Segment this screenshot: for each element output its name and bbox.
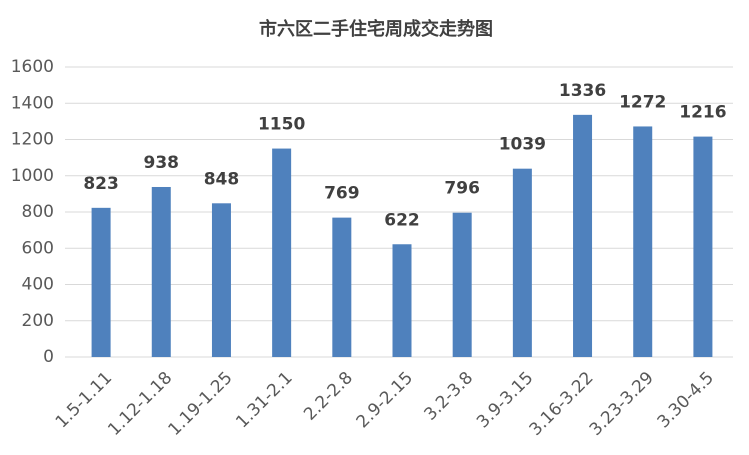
y-tick-label: 200 bbox=[22, 311, 54, 331]
value-label: 848 bbox=[204, 169, 240, 189]
bar bbox=[332, 217, 352, 357]
y-tick-label: 600 bbox=[22, 238, 54, 258]
value-label: 622 bbox=[384, 210, 420, 230]
bar bbox=[573, 114, 593, 357]
bar bbox=[693, 136, 713, 357]
y-tick-label: 1000 bbox=[11, 166, 54, 186]
value-label: 823 bbox=[83, 174, 119, 194]
y-tick-label: 0 bbox=[43, 347, 54, 367]
chart-title: 市六区二手住宅周成交走势图 bbox=[259, 18, 493, 40]
value-label: 1272 bbox=[619, 92, 666, 112]
value-label: 769 bbox=[324, 184, 360, 204]
bar bbox=[633, 126, 653, 357]
value-label: 1039 bbox=[499, 135, 546, 155]
value-label: 1150 bbox=[258, 115, 305, 135]
bar bbox=[151, 186, 171, 357]
y-tick-label: 1400 bbox=[11, 93, 54, 113]
y-tick-label: 1200 bbox=[11, 130, 54, 150]
bar bbox=[91, 207, 111, 357]
bar bbox=[272, 148, 292, 357]
y-tick-label: 400 bbox=[22, 275, 54, 295]
value-label: 938 bbox=[144, 153, 180, 173]
y-tick-label: 800 bbox=[22, 202, 54, 222]
bar bbox=[512, 168, 532, 357]
bar bbox=[452, 212, 472, 357]
value-label: 796 bbox=[444, 179, 480, 199]
value-label: 1216 bbox=[679, 103, 726, 123]
bar bbox=[392, 244, 412, 357]
bar bbox=[211, 203, 231, 357]
value-label: 1336 bbox=[559, 81, 606, 101]
y-tick-label: 1600 bbox=[11, 57, 54, 77]
